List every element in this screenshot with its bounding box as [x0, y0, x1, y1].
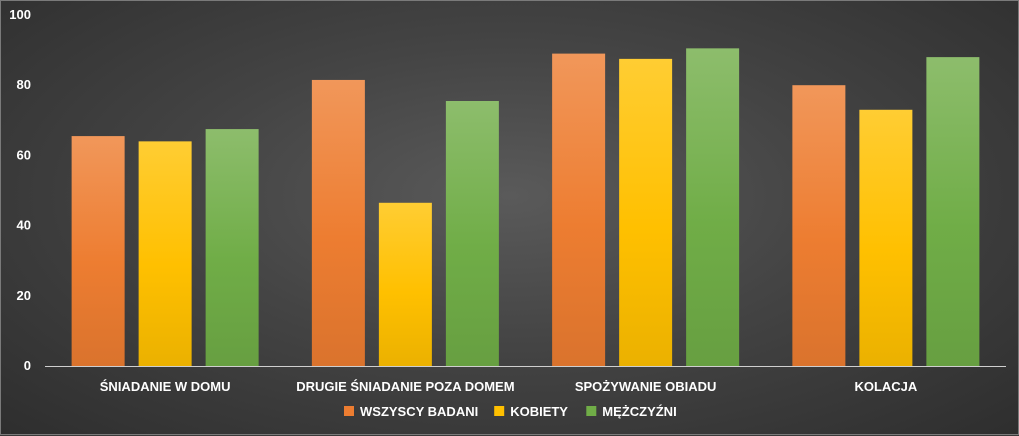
- category-label: KOLACJA: [854, 379, 917, 394]
- legend-swatch: [344, 406, 354, 416]
- bar: [311, 79, 365, 366]
- bar: [445, 100, 499, 367]
- bars: [71, 48, 980, 367]
- legend: WSZYSCY BADANI KOBIETY MĘŻCZYŹNI: [344, 404, 677, 419]
- legend-label: MĘŻCZYŹNI: [602, 404, 676, 419]
- legend-label: WSZYSCY BADANI: [360, 404, 478, 419]
- legend-swatch: [586, 406, 597, 416]
- bar: [378, 202, 432, 366]
- bar: [71, 136, 125, 366]
- legend-label: KOBIETY: [510, 404, 568, 419]
- bar: [552, 53, 606, 367]
- bar: [686, 48, 740, 366]
- y-tick-label: 40: [17, 218, 31, 233]
- category-label: SPOŻYWANIE OBIADU: [575, 379, 717, 394]
- y-tick-label: 80: [17, 77, 31, 92]
- legend-swatch: [494, 406, 505, 416]
- bar: [926, 57, 980, 367]
- y-tick-label: 100: [9, 7, 31, 22]
- bar: [619, 58, 673, 366]
- y-tick-label: 60: [17, 147, 31, 162]
- y-tick-label: 0: [24, 358, 31, 373]
- category-label: ŚNIADANIE W DOMU: [100, 379, 231, 394]
- bar: [205, 129, 259, 366]
- bar: [138, 141, 192, 366]
- category-label: DRUGIE ŚNIADANIE POZA DOMEM: [296, 379, 514, 394]
- y-axis-ticks: 0 20 40 60 80 100: [9, 7, 31, 373]
- bar: [792, 85, 846, 366]
- category-labels: ŚNIADANIE W DOMU DRUGIE ŚNIADANIE POZA DO…: [100, 379, 918, 394]
- bar: [859, 109, 913, 367]
- y-tick-label: 20: [17, 288, 31, 303]
